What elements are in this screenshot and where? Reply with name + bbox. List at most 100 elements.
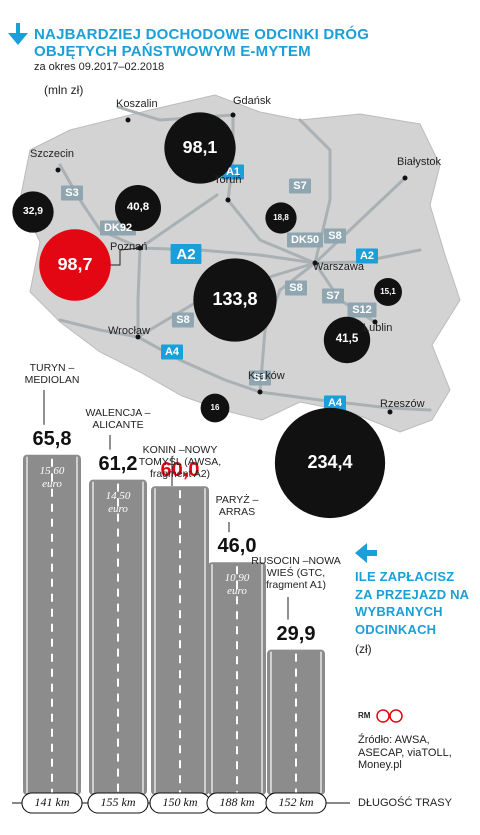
road-badge [172,312,194,328]
road [138,193,219,250]
road-badge [356,248,378,264]
road-badge [61,185,83,201]
subtitle: za okres 09.2017–02.2018 [34,61,165,73]
bubble [164,112,236,184]
road-badge-label: A4 [327,396,343,409]
city-label: Toruń [214,174,242,186]
road-badge [249,370,271,386]
city-dot [257,389,263,395]
city-label: Kraków [248,370,285,382]
road-badge [347,302,377,318]
euro-unit: euro [227,585,247,598]
title: NAJBARDZIEJ DOCHODOWE ODCINKI DRÓG OBJĘT… [34,26,369,61]
city-label: Poznań [110,241,148,253]
value-label: 61,2 [98,452,138,475]
road-badge [285,280,307,296]
road-badge-label: S3 [65,186,79,199]
city-label: Wrocław [108,325,150,337]
euro-price: 14,50 [105,489,131,502]
length-oval [87,792,149,814]
logo-mark [376,709,390,723]
bubble [193,258,277,342]
road-edge [76,456,78,793]
road-badge-label: S12 [352,303,372,316]
road-badge [324,395,346,411]
section-title: ILE ZAPŁACISZ ZA PRZEJAZD NA WYBRANYCH O… [355,569,469,637]
bubble [265,202,297,234]
section-arrow [355,543,377,563]
bubble-label: 133,8 [212,289,258,310]
title-line: OBJĘTYCH PAŃSTWOWYM E-MYTEM [34,43,311,61]
bubble-label: 98,7 [57,254,93,275]
road-badge [170,244,202,264]
road-bar [267,649,325,795]
category-label: KONIN –NOWY TOMYŚL (AWSA, fragment A2) [138,444,222,481]
bubble [274,407,386,519]
logo: RM [358,711,371,720]
road-badge [289,178,311,194]
city-label: Warszawa [313,261,364,273]
value-label: 29,9 [276,622,316,645]
road-edge [154,488,156,793]
length-label: 150 km [162,795,198,809]
city-dot [125,117,131,123]
road-badge-label: S1 [253,371,267,384]
road-badge-label: A4 [164,345,180,358]
length-label: 155 km [100,795,136,809]
unit: (mln zł) [44,83,84,97]
city-label: Gdańsk [233,95,271,107]
category-label: RUSOCIN –NOWA WIEŚ (GTC, fragment A1) [251,555,341,592]
length-oval [265,792,327,814]
category-label: TURYN –MEDIOLAN [24,362,80,387]
road-badge-label: DK92 [103,221,133,234]
road [298,118,332,265]
city-label: Koszalin [116,98,158,110]
road-edge [211,564,213,793]
city-dot [312,260,318,266]
bubble [39,229,111,301]
bubble [12,191,54,233]
city-dot [55,167,61,173]
road-edge [26,456,28,793]
euro-unit: euro [108,502,128,515]
category-label: WALENCJA –ALICANTE [85,407,151,432]
road-badge-label: A1 [225,165,241,178]
road-edge [204,488,206,793]
road-badge-label: A2 [176,246,196,263]
road-badge-label: S8 [289,281,303,294]
logo-mark [389,709,403,723]
road-edge [92,481,94,793]
bubble-label: 15,1 [380,287,396,297]
value-label: 65,8 [32,427,72,450]
value-label: 60,0 [160,459,200,482]
city-dot [137,245,143,251]
road-badge-label: DK50 [290,233,320,246]
bubble [200,393,230,423]
road-badge-label: A2 [359,249,375,262]
city-label: Rzeszów [380,398,425,410]
city-dot [225,197,231,203]
bubble-label: 98,1 [182,137,218,158]
road [313,176,407,265]
category-label: PARYŻ –ARRAS [215,494,259,519]
title-line: NAJBARDZIEJ DOCHODOWE ODCINKI DRÓG [34,26,370,43]
road [136,246,142,339]
length-label: 188 km [219,795,255,809]
road-edge [320,651,322,793]
euro-price: 15,60 [39,464,65,477]
bubble-label: 16 [210,403,220,413]
connector [110,247,141,266]
bubble [115,185,161,231]
road-badge-label: S7 [293,179,307,192]
bubble [323,316,371,364]
length-label: DŁUGOŚĆ TRASY [358,797,452,809]
euro-unit: euro [42,477,62,490]
road-badge [324,228,346,244]
road [58,318,140,339]
city-label: Lublin [363,322,393,334]
road-badge-label: S8 [328,229,342,242]
city-label: Szczecin [30,148,75,160]
road-edge [270,651,272,793]
